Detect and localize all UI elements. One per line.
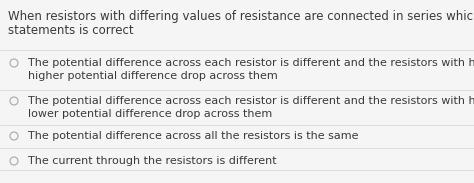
Text: The potential difference across each resistor is different and the resistors wit: The potential difference across each res… — [28, 96, 474, 119]
Text: The potential difference across each resistor is different and the resistors wit: The potential difference across each res… — [28, 58, 474, 81]
Text: The potential difference across all the resistors is the same: The potential difference across all the … — [28, 131, 358, 141]
Text: When resistors with differing values of resistance are connected in series which: When resistors with differing values of … — [8, 10, 474, 23]
Text: The current through the resistors is different: The current through the resistors is dif… — [28, 156, 277, 166]
Text: statements is correct: statements is correct — [8, 24, 134, 37]
